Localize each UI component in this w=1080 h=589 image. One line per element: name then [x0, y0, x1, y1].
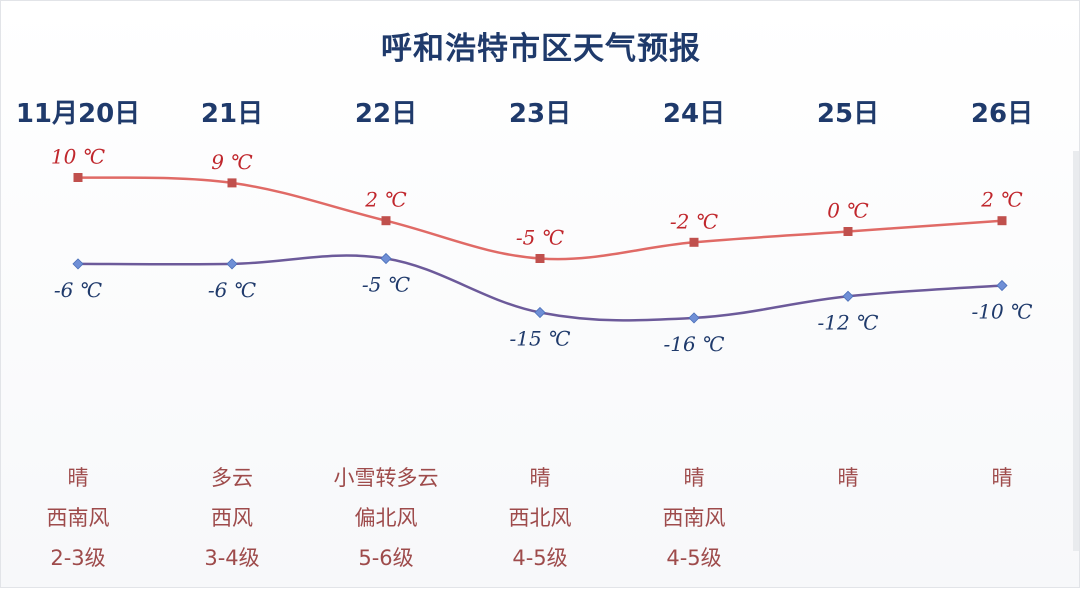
- high-temp-label: 10 ℃: [51, 145, 105, 169]
- wind-level-5: [763, 538, 933, 578]
- high-temp-label: 2 ℃: [980, 188, 1022, 212]
- date-label-2: 22日: [354, 99, 418, 129]
- wind-direction-4: 西南风: [662, 506, 726, 530]
- right-edge-shadow: [1073, 151, 1079, 551]
- weather-text-1: 多云: [211, 466, 253, 490]
- high-temp-label: -2 ℃: [670, 209, 718, 233]
- day-info-1: 多云西风 3-4级: [147, 458, 317, 578]
- date-label-6: 26日: [970, 99, 1034, 129]
- low-temp-label: -15 ℃: [510, 327, 571, 351]
- weather-text-3: 晴: [529, 466, 551, 490]
- day-info-2: 小雪转多云偏北风 5-6级: [301, 458, 471, 578]
- day-info-5: 晴: [763, 458, 933, 578]
- wind-level-4: 4-5级: [666, 546, 722, 570]
- date-label-3: 23日: [508, 99, 572, 129]
- wind-direction-1: 西风: [211, 506, 253, 530]
- low-temp-label: -10 ℃: [972, 300, 1033, 324]
- weather-text-0: 晴: [67, 466, 89, 490]
- date-label-4: 24日: [662, 99, 726, 129]
- high-temp-label: -5 ℃: [516, 226, 564, 250]
- low-temp-label: -5 ℃: [362, 273, 410, 297]
- wind-level-3: 4-5级: [512, 546, 568, 570]
- high-temp-marker: [843, 227, 853, 236]
- high-temp-marker: [227, 178, 237, 188]
- date-label-0: 11月20日: [15, 99, 141, 129]
- low-temp-label: -6 ℃: [208, 278, 256, 302]
- day-info-0: 晴西南风 2-3级: [0, 458, 163, 578]
- low-temp-marker: [226, 258, 238, 270]
- chart-title: 呼和浩特市区天气预报: [381, 31, 701, 67]
- high-temp-label: 0 ℃: [827, 199, 868, 223]
- low-temp-marker: [842, 290, 854, 302]
- day-info-6: 晴: [917, 458, 1080, 578]
- low-temp-label: -6 ℃: [54, 278, 102, 302]
- high-temp-marker: [535, 254, 545, 263]
- wind-level-6: [917, 538, 1080, 578]
- wind-level-2: 5-6级: [358, 546, 414, 570]
- low-temp-marker: [688, 312, 700, 324]
- day-info-4: 晴西南风 4-5级: [609, 458, 779, 578]
- high-temp-marker: [381, 216, 391, 226]
- low-temp-label: -16 ℃: [664, 332, 725, 356]
- date-label-5: 25日: [816, 99, 880, 129]
- high-temp-marker: [73, 173, 83, 182]
- day-info-3: 晴西北风 4-5级: [455, 458, 625, 578]
- low-temp-marker: [534, 306, 546, 319]
- high-temp-label: 2 ℃: [364, 188, 406, 212]
- date-label-1: 21日: [200, 99, 264, 129]
- wind-level-0: 2-3级: [50, 546, 106, 570]
- weather-text-4: 晴: [683, 466, 705, 490]
- low-temp-marker: [380, 252, 392, 265]
- low-temp-marker: [72, 258, 84, 270]
- high-temp-label: 9 ℃: [211, 150, 252, 174]
- low-temp-label: -12 ℃: [818, 310, 879, 334]
- weather-text-5: 晴: [837, 466, 859, 490]
- low-temp-marker: [996, 279, 1008, 292]
- high-temp-marker: [689, 237, 699, 247]
- wind-direction-2: 偏北风: [354, 506, 418, 530]
- high-temp-marker: [997, 216, 1007, 226]
- wind-direction-3: 西北风: [508, 506, 572, 530]
- wind-level-1: 3-4级: [204, 546, 260, 570]
- weather-text-2: 小雪转多云: [333, 466, 439, 490]
- wind-direction-0: 西南风: [46, 506, 110, 530]
- weather-text-6: 晴: [991, 466, 1013, 490]
- wind-direction-5: [763, 498, 933, 538]
- wind-direction-6: [917, 498, 1080, 538]
